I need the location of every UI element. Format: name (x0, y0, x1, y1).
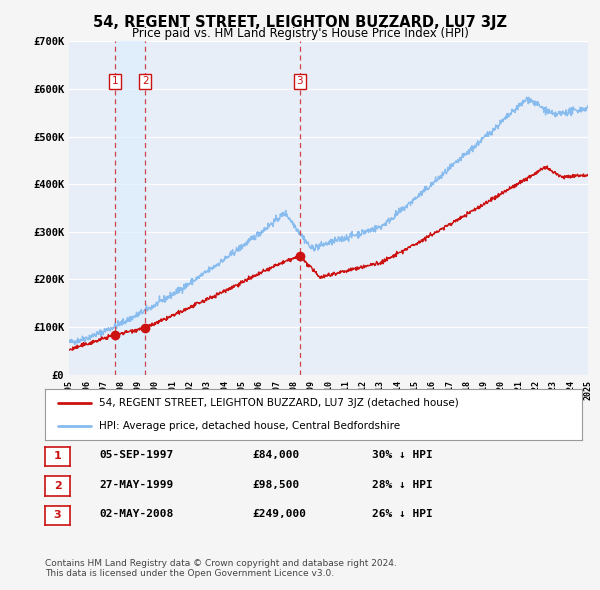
Text: 1: 1 (54, 451, 61, 461)
Text: 3: 3 (54, 510, 61, 520)
Text: 26% ↓ HPI: 26% ↓ HPI (372, 509, 433, 519)
Text: £98,500: £98,500 (252, 480, 299, 490)
Text: Contains HM Land Registry data © Crown copyright and database right 2024.: Contains HM Land Registry data © Crown c… (45, 559, 397, 568)
Text: This data is licensed under the Open Government Licence v3.0.: This data is licensed under the Open Gov… (45, 569, 334, 578)
Text: HPI: Average price, detached house, Central Bedfordshire: HPI: Average price, detached house, Cent… (98, 421, 400, 431)
Text: 3: 3 (296, 76, 303, 86)
Text: 30% ↓ HPI: 30% ↓ HPI (372, 450, 433, 460)
Bar (115, 41, 145, 375)
Text: £84,000: £84,000 (252, 450, 299, 460)
Text: 1: 1 (112, 76, 119, 86)
Text: 27-MAY-1999: 27-MAY-1999 (99, 480, 173, 490)
Text: 28% ↓ HPI: 28% ↓ HPI (372, 480, 433, 490)
Text: 2: 2 (54, 481, 61, 491)
Text: 54, REGENT STREET, LEIGHTON BUZZARD, LU7 3JZ (detached house): 54, REGENT STREET, LEIGHTON BUZZARD, LU7… (98, 398, 458, 408)
Text: 2: 2 (142, 76, 149, 86)
Text: 54, REGENT STREET, LEIGHTON BUZZARD, LU7 3JZ: 54, REGENT STREET, LEIGHTON BUZZARD, LU7… (93, 15, 507, 30)
Text: 05-SEP-1997: 05-SEP-1997 (99, 450, 173, 460)
Text: 02-MAY-2008: 02-MAY-2008 (99, 509, 173, 519)
Text: Price paid vs. HM Land Registry's House Price Index (HPI): Price paid vs. HM Land Registry's House … (131, 27, 469, 40)
Text: £249,000: £249,000 (252, 509, 306, 519)
